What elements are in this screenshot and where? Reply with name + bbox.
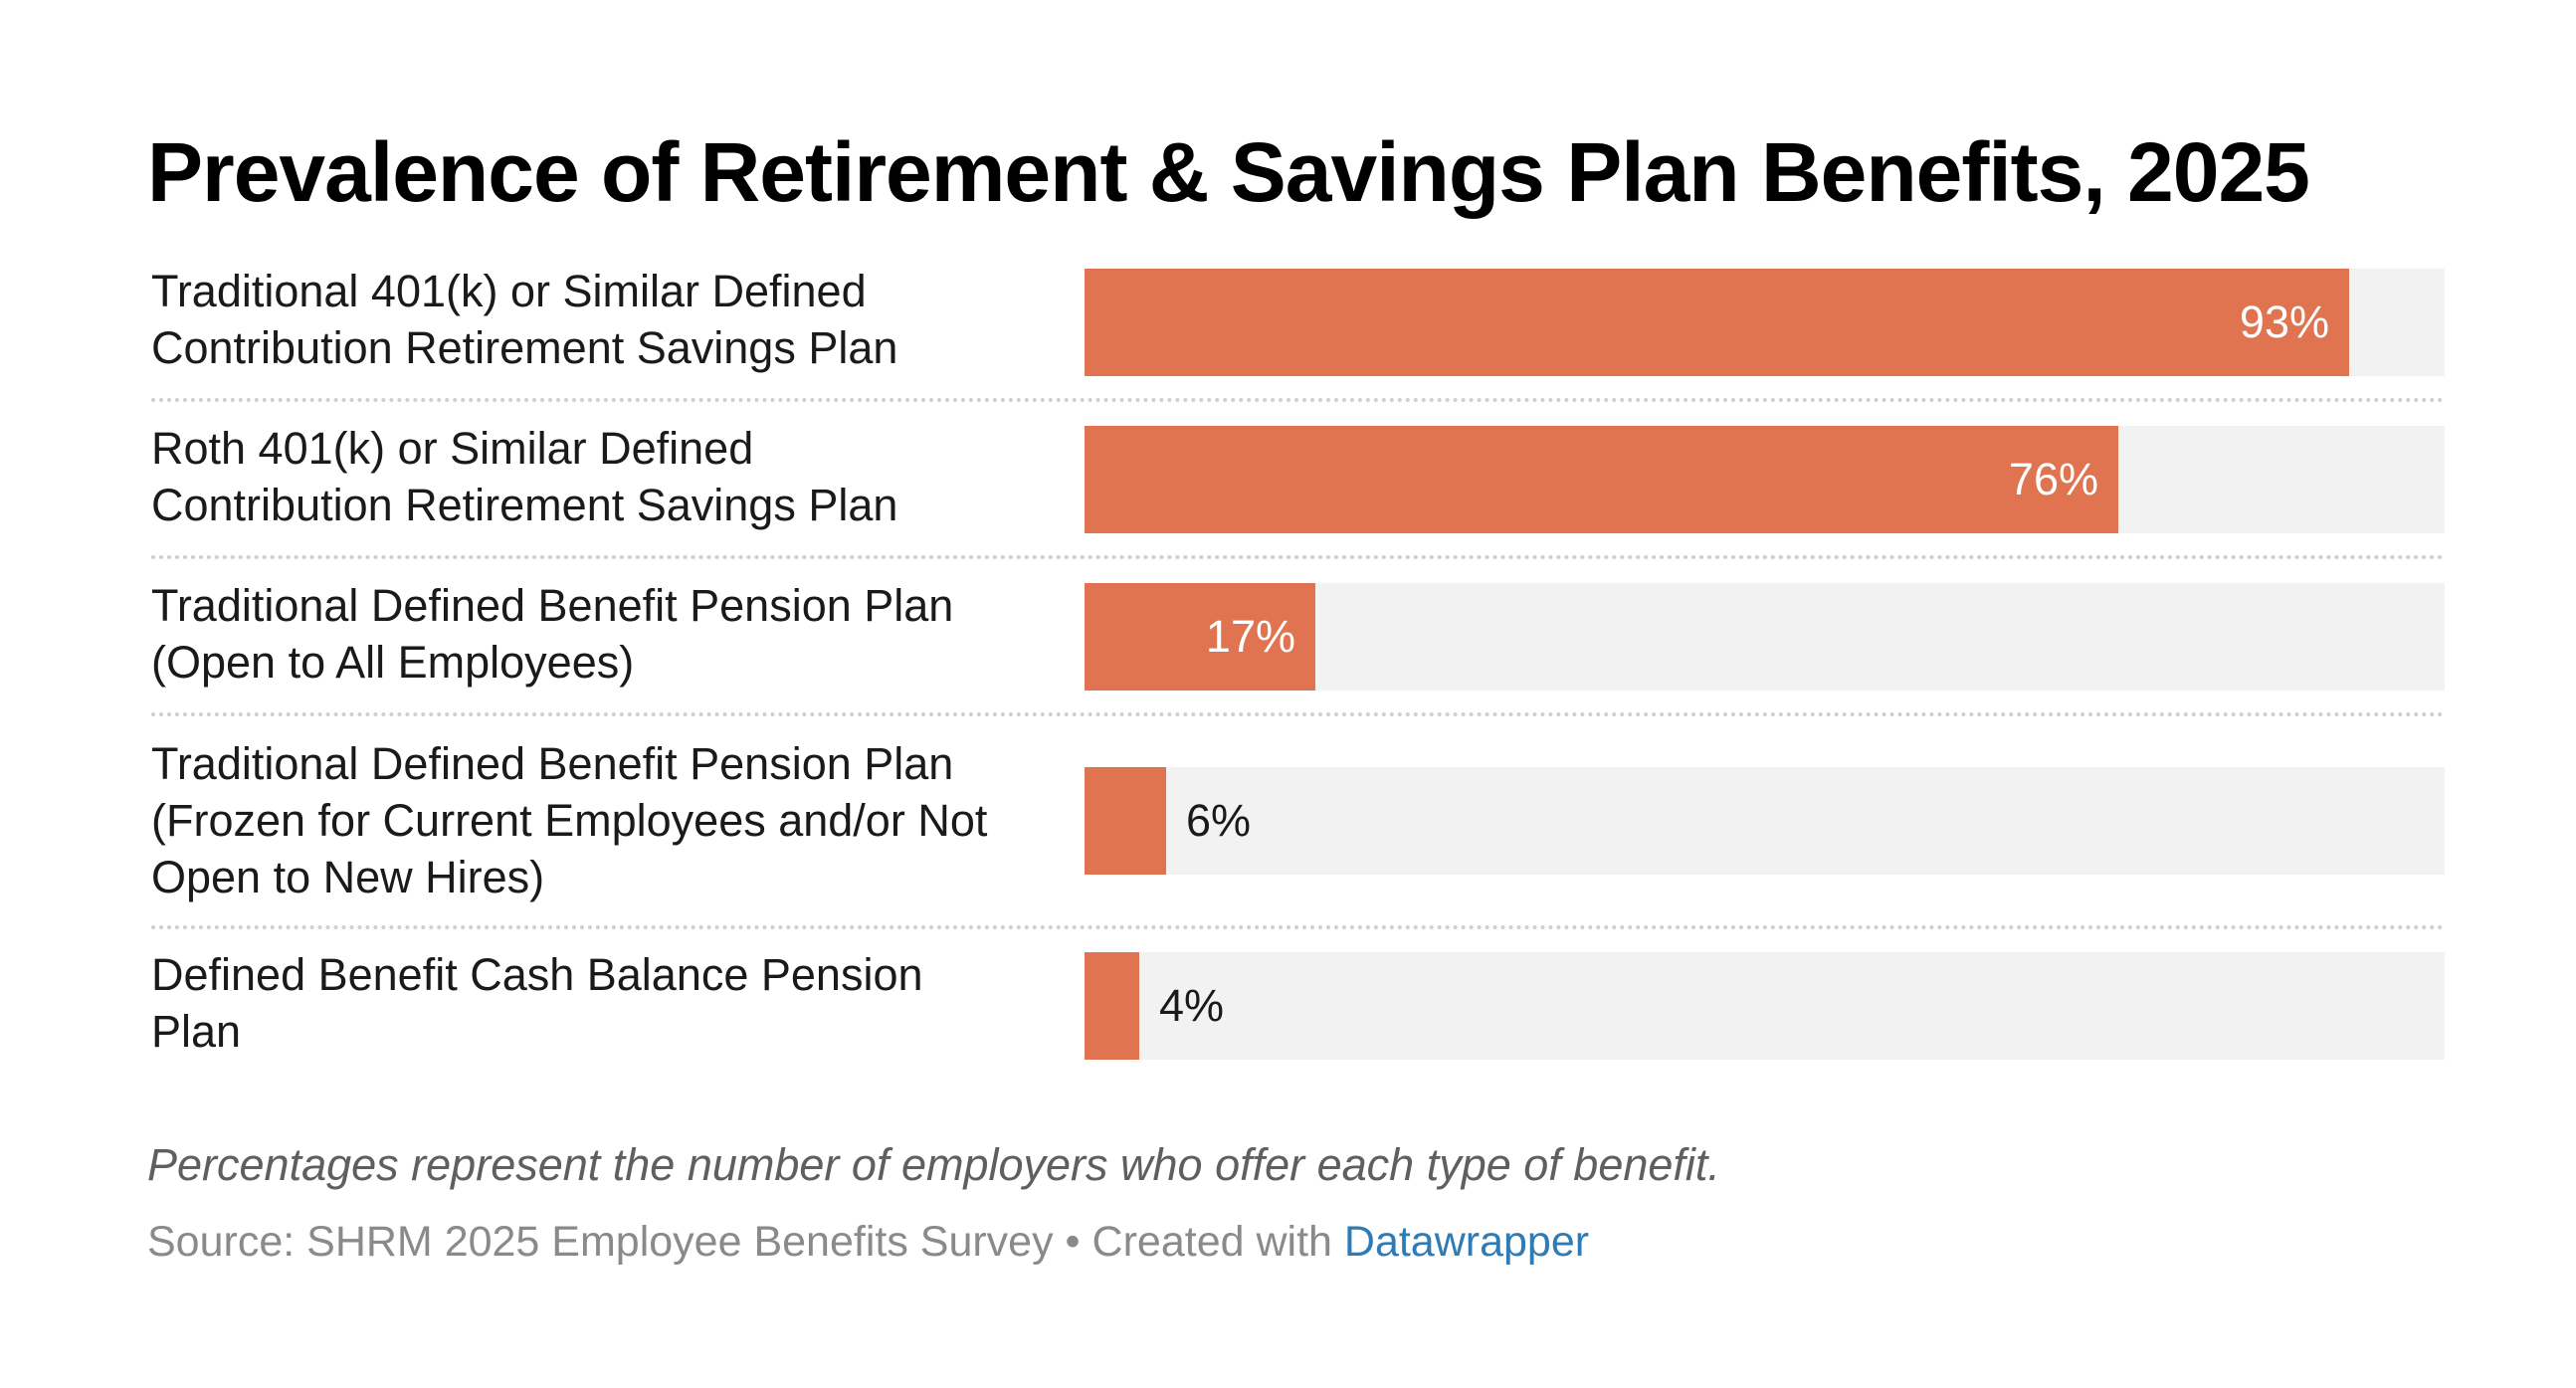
category-label-line: Contribution Retirement Savings Plan [151, 322, 898, 373]
bar [1085, 583, 1315, 691]
category-label-line: Contribution Retirement Savings Plan [151, 480, 898, 530]
row-divider [151, 712, 2445, 716]
datawrapper-link[interactable]: Datawrapper [1343, 1218, 1590, 1266]
category-label: Roth 401(k) or Similar Defined Contributi… [151, 420, 1047, 533]
bar [1085, 269, 2349, 376]
bar-value-label: 93% [2239, 297, 2329, 347]
bar-track: 76% [1085, 426, 2445, 533]
category-label-line: (Open to All Employees) [151, 637, 635, 688]
category-label-line: Plan [151, 1006, 242, 1057]
category-label-line: Traditional Defined Benefit Pension Plan [151, 738, 954, 789]
bar-value-label: 17% [1205, 611, 1295, 662]
category-label-line: Defined Benefit Cash Balance Pension [151, 949, 923, 1000]
category-label: Traditional Defined Benefit Pension Plan… [151, 735, 1047, 905]
bar-value-label: 4% [1159, 980, 1225, 1031]
bar-value-label: 76% [2008, 454, 2098, 504]
category-label: Defined Benefit Cash Balance Pension Plan [151, 946, 1047, 1060]
bar [1085, 767, 1166, 875]
category-label-line: (Frozen for Current Employees and/or Not [151, 795, 988, 846]
row-divider [151, 398, 2445, 402]
row-divider [151, 555, 2445, 559]
category-label: Traditional 401(k) or Similar Defined Con… [151, 263, 1047, 376]
bar [1085, 426, 2118, 533]
bar-track: 93% [1085, 269, 2445, 376]
source-text: Source: SHRM 2025 Employee Benefits Surv… [147, 1218, 1344, 1266]
category-label-line: Traditional Defined Benefit Pension Plan [151, 580, 954, 631]
category-label-line: Roth 401(k) or Similar Defined [151, 423, 754, 474]
source-line: Source: SHRM 2025 Employee Benefits Surv… [147, 1218, 1589, 1267]
bar-value-label: 6% [1186, 795, 1252, 846]
chart-note: Percentages represent the number of empl… [147, 1139, 1720, 1190]
category-label-line: Traditional 401(k) or Similar Defined [151, 266, 867, 316]
row-divider [151, 925, 2445, 929]
bar-track: 17% [1085, 583, 2445, 691]
category-label-line: Open to New Hires) [151, 852, 545, 902]
category-label: Traditional Defined Benefit Pension Plan… [151, 577, 1047, 691]
bar-track: 4% [1085, 952, 2445, 1060]
bar-track: 6% [1085, 767, 2445, 875]
chart-title: Prevalence of Retirement & Savings Plan … [147, 125, 2310, 219]
bar [1085, 952, 1139, 1060]
